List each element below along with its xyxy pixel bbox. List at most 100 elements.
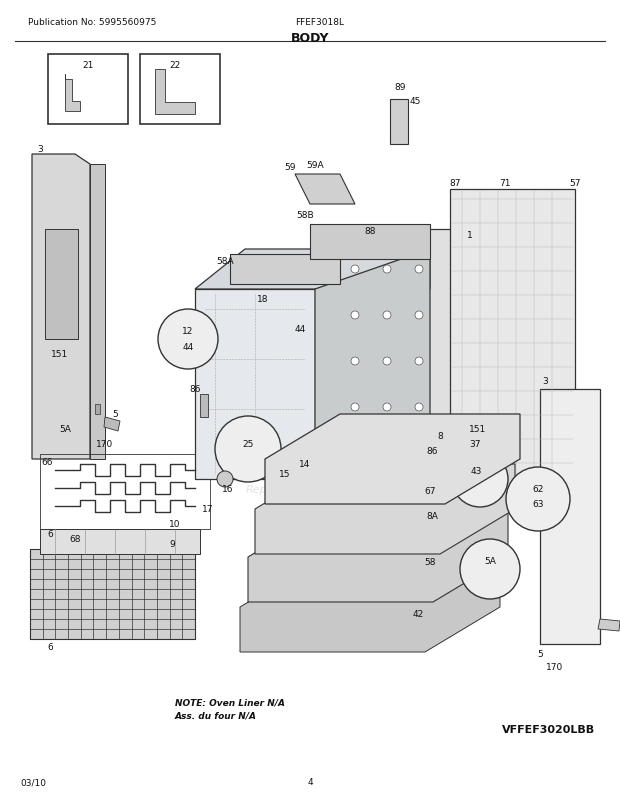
Polygon shape [230,255,340,285]
Text: 151: 151 [469,425,487,434]
Polygon shape [240,562,500,652]
Circle shape [415,449,423,457]
Text: 86: 86 [427,447,438,456]
Text: 22: 22 [169,60,180,70]
Circle shape [460,539,520,599]
Text: 8: 8 [437,432,443,441]
Polygon shape [330,229,460,509]
Text: 67: 67 [424,487,436,496]
Text: 9: 9 [169,540,175,549]
Polygon shape [195,290,315,480]
Text: 03/10: 03/10 [20,777,46,787]
Polygon shape [295,175,355,205]
Circle shape [415,265,423,273]
Circle shape [217,472,233,488]
Text: 63: 63 [532,500,544,508]
Polygon shape [155,70,195,115]
Text: 5: 5 [537,650,543,658]
Circle shape [415,358,423,366]
Text: 21: 21 [82,60,94,70]
Bar [140,55,220,125]
Text: 43: 43 [471,467,482,476]
Circle shape [383,403,391,411]
Text: BODY: BODY [291,32,329,45]
Text: 16: 16 [222,485,234,494]
Polygon shape [450,190,575,500]
Circle shape [383,312,391,320]
Text: 8A: 8A [426,512,438,520]
Text: 3: 3 [542,377,548,386]
Text: 45: 45 [409,97,421,107]
Text: 87: 87 [450,178,461,187]
Circle shape [506,468,570,532]
Text: 66: 66 [42,458,53,467]
Text: Publication No: 5995560975: Publication No: 5995560975 [28,18,156,27]
Polygon shape [200,395,208,418]
Text: 58A: 58A [216,257,234,266]
Text: 57: 57 [569,178,581,187]
Polygon shape [40,529,200,554]
Polygon shape [598,619,620,631]
Text: 18: 18 [257,295,268,304]
Text: 170: 170 [546,662,564,671]
Circle shape [351,358,359,366]
Text: 12: 12 [182,327,193,336]
Circle shape [215,416,281,482]
Text: 68: 68 [69,535,81,544]
Polygon shape [255,464,515,554]
Text: 17: 17 [202,505,214,514]
Text: 5A: 5A [484,557,496,565]
Polygon shape [65,75,80,111]
Circle shape [415,403,423,411]
Polygon shape [195,249,430,290]
Text: 42: 42 [412,610,423,618]
Polygon shape [265,415,520,504]
Text: 1: 1 [467,230,473,239]
Polygon shape [30,549,195,639]
Circle shape [351,312,359,320]
Text: 44: 44 [294,325,306,334]
Text: 88: 88 [365,227,376,237]
Bar [48,55,128,125]
Polygon shape [390,100,408,145]
Text: 37: 37 [469,440,481,449]
Circle shape [351,403,359,411]
Text: 151: 151 [51,350,69,359]
Polygon shape [248,512,508,602]
Circle shape [415,312,423,320]
Text: 86: 86 [189,385,201,394]
Text: 62: 62 [533,485,544,494]
Circle shape [383,449,391,457]
Text: 25: 25 [242,440,254,449]
Text: 6: 6 [47,642,53,652]
Polygon shape [310,225,430,260]
Circle shape [351,265,359,273]
Text: 89: 89 [394,83,405,92]
Polygon shape [104,418,120,431]
Text: NOTE: Oven Liner N/A: NOTE: Oven Liner N/A [175,698,285,707]
Text: Ass. du four N/A: Ass. du four N/A [175,711,257,719]
Text: 58: 58 [424,558,436,567]
Polygon shape [90,164,105,460]
Text: 10: 10 [169,520,181,529]
Text: ReplacementParts.com: ReplacementParts.com [246,484,374,494]
Polygon shape [95,404,100,415]
Circle shape [452,452,508,508]
Circle shape [383,265,391,273]
Text: VFFEF3020LBB: VFFEF3020LBB [502,724,595,734]
Text: FFEF3018L: FFEF3018L [296,18,345,27]
Polygon shape [540,390,600,644]
Circle shape [158,310,218,370]
Text: 14: 14 [299,460,311,469]
Polygon shape [32,155,90,460]
Text: 170: 170 [96,440,113,449]
Text: 59: 59 [284,164,296,172]
Polygon shape [45,229,78,339]
Text: 6: 6 [47,530,53,539]
Text: 3: 3 [37,145,43,154]
Text: 4: 4 [307,777,313,787]
Polygon shape [315,249,430,480]
Circle shape [351,449,359,457]
Text: 5A: 5A [59,425,71,434]
Text: 15: 15 [279,470,291,479]
